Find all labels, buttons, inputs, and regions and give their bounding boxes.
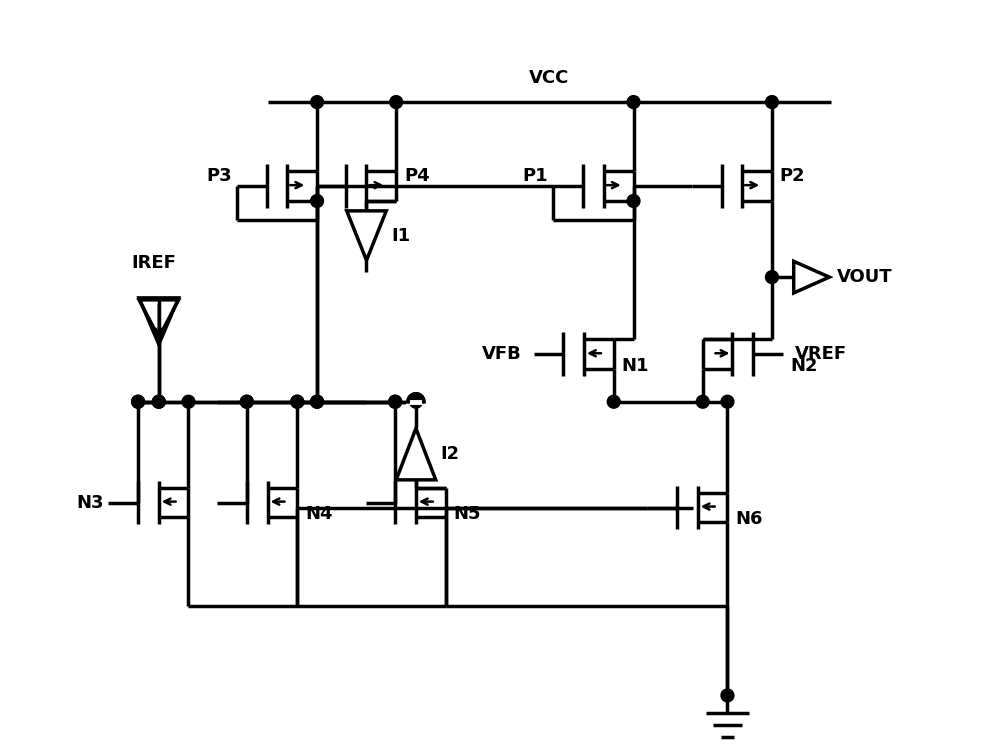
Circle shape (721, 689, 734, 702)
Text: P1: P1 (523, 167, 548, 185)
Circle shape (696, 395, 709, 408)
Circle shape (240, 395, 253, 408)
Circle shape (132, 395, 144, 408)
Text: P2: P2 (780, 167, 805, 185)
Text: P4: P4 (404, 167, 430, 185)
Circle shape (152, 395, 165, 408)
Circle shape (152, 395, 165, 408)
Circle shape (311, 195, 323, 207)
Text: VOUT: VOUT (837, 268, 893, 286)
Circle shape (132, 395, 144, 408)
Circle shape (390, 96, 403, 109)
Circle shape (389, 395, 402, 408)
Text: N4: N4 (305, 505, 333, 523)
Text: VREF: VREF (795, 345, 847, 363)
Text: IREF: IREF (131, 254, 176, 272)
Text: N3: N3 (76, 494, 103, 512)
Text: N2: N2 (791, 357, 818, 375)
Circle shape (607, 395, 620, 408)
Text: N6: N6 (735, 510, 763, 529)
Circle shape (389, 395, 402, 408)
Text: VFB: VFB (482, 345, 522, 363)
Text: N5: N5 (454, 505, 481, 523)
Circle shape (410, 395, 422, 408)
Text: I1: I1 (391, 227, 410, 244)
Circle shape (627, 195, 640, 207)
Circle shape (311, 395, 323, 408)
Circle shape (766, 96, 778, 109)
Circle shape (766, 271, 778, 284)
Circle shape (240, 395, 253, 408)
Text: N1: N1 (622, 357, 649, 375)
Circle shape (291, 395, 304, 408)
Circle shape (311, 395, 323, 408)
Circle shape (627, 96, 640, 109)
Circle shape (291, 395, 304, 408)
Circle shape (182, 395, 195, 408)
Text: P3: P3 (206, 167, 232, 185)
Circle shape (721, 395, 734, 408)
Text: I2: I2 (441, 445, 460, 463)
Text: VCC: VCC (529, 69, 570, 87)
Circle shape (311, 96, 323, 109)
